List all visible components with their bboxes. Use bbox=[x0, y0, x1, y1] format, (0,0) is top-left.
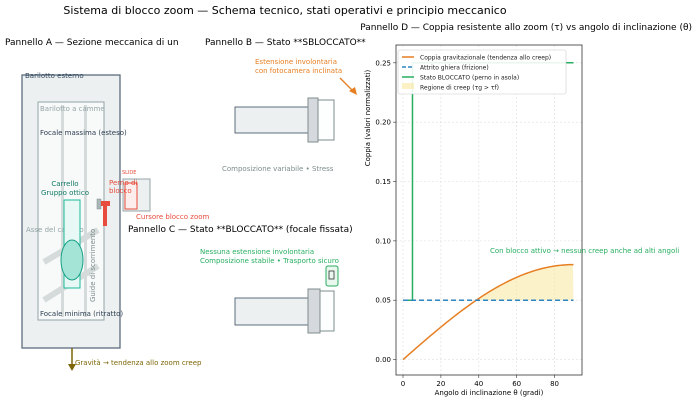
warning-label: Estensione involontaria bbox=[255, 58, 337, 66]
panel-b-title: Pannello B — Stato **SBLOCCATO** bbox=[205, 38, 366, 48]
zoom-ring bbox=[307, 97, 319, 143]
slider-label: Cursore blocco zoom bbox=[136, 213, 210, 221]
legend-label: Attrito ghiera (frizione) bbox=[420, 65, 489, 72]
warning-arrow bbox=[339, 77, 353, 91]
x-axis-label: Angolo di inclinazione θ (gradi) bbox=[435, 389, 544, 397]
lens-body bbox=[234, 297, 309, 326]
outer-barrel-label: Barilotto esterno bbox=[25, 72, 84, 80]
retracted-barrel bbox=[319, 290, 335, 332]
locked-note: Composizione stabile • Trasporto sicuro bbox=[200, 257, 339, 265]
zoom-ring bbox=[307, 288, 321, 334]
panel-c-title: Pannello C — Stato **BLOCCATO** (focale … bbox=[128, 225, 353, 235]
panel-d-chart: 0 20 40 60 80 0.00 0.05 0.10 0.15 0.20 0.25 Pannel… bbox=[360, 23, 692, 397]
creep-region bbox=[476, 264, 574, 301]
panel-a-title: Pannello A — Sezione meccanica di un bbox=[5, 38, 179, 48]
guide-rail bbox=[61, 105, 64, 317]
x-tick-label: 80 bbox=[550, 380, 559, 388]
lock-pin bbox=[103, 201, 107, 226]
gravity-label: Gravità → tendenza allo zoom creep bbox=[75, 359, 202, 367]
y-tick-label: 0.10 bbox=[375, 237, 391, 245]
gravity-torque-line bbox=[402, 263, 574, 361]
locked-note: Nessuna estensione involontaria bbox=[200, 248, 314, 256]
gravity-arrow-head bbox=[68, 364, 76, 371]
unlocked-note: Composizione variabile • Stress bbox=[222, 165, 334, 173]
chart-title: Pannello D — Coppia resistente allo zoom… bbox=[360, 23, 692, 33]
extended-barrel bbox=[317, 99, 335, 141]
y-tick-label: 0.15 bbox=[375, 178, 391, 186]
y-axis-label: Coppia (valori normalizzati) bbox=[364, 69, 372, 166]
legend-label: Coppia gravitazionale (tendenza allo cre… bbox=[420, 55, 551, 62]
cam-barrel-label: Barilotto a camme bbox=[40, 105, 105, 113]
x-tick-label: 0 bbox=[401, 380, 405, 388]
pin-label: Perno di bbox=[109, 179, 137, 187]
carriage-label: Gruppo ottico bbox=[41, 189, 89, 197]
y-tick-label: 0.05 bbox=[375, 297, 391, 305]
slider-knob[interactable] bbox=[124, 182, 138, 210]
x-tick-label: 60 bbox=[512, 380, 521, 388]
legend-swatch-creep bbox=[402, 83, 414, 89]
pin-slot bbox=[96, 198, 102, 210]
legend-box bbox=[397, 49, 567, 95]
chart-plot-area bbox=[396, 45, 582, 375]
slide-label: SLIDE bbox=[122, 170, 136, 176]
lens-element bbox=[60, 239, 84, 281]
guides-label: Guide di scorrimento bbox=[89, 229, 97, 302]
figure-title: Sistema di blocco zoom — Schema tecnico,… bbox=[63, 4, 506, 17]
x-tick-label: 20 bbox=[436, 380, 445, 388]
max-focal-label: Focale massima (esteso) bbox=[40, 129, 127, 137]
guide-rail bbox=[84, 105, 87, 317]
warning-arrow-head bbox=[349, 87, 357, 95]
panel-a: Pannello A — Sezione meccanica di un Bar… bbox=[5, 38, 210, 371]
y-tick-label: 0.25 bbox=[375, 59, 391, 67]
legend: Coppia gravitazionale (tendenza allo cre… bbox=[397, 49, 567, 95]
min-focal-label: Focale minima (ritratto) bbox=[40, 310, 123, 318]
panel-b: Pannello B — Stato **SBLOCCATO** Estensi… bbox=[205, 38, 366, 173]
x-tick-label: 40 bbox=[474, 380, 483, 388]
y-tick-label: 0.20 bbox=[375, 119, 391, 127]
panel-c: Pannello C — Stato **BLOCCATO** (focale … bbox=[128, 225, 353, 334]
carriage-label: Carrello bbox=[51, 180, 78, 188]
warning-label: con fotocamera inclinata bbox=[255, 67, 342, 75]
lock-icon-glyph bbox=[328, 270, 335, 280]
pin-label: blocco bbox=[109, 187, 132, 195]
lock-icon bbox=[325, 265, 339, 287]
axis-label: Asse del carrello bbox=[26, 226, 84, 234]
chart-frame bbox=[395, 44, 583, 376]
chart-annotation: Con blocco attivo → nessun creep anche a… bbox=[490, 247, 679, 255]
legend-label: Regione di creep (τg > τf) bbox=[420, 85, 499, 92]
y-tick-label: 0.00 bbox=[375, 356, 391, 364]
lens-body bbox=[234, 106, 309, 134]
legend-label: Stato BLOCCATO (perno in asola) bbox=[420, 75, 519, 82]
